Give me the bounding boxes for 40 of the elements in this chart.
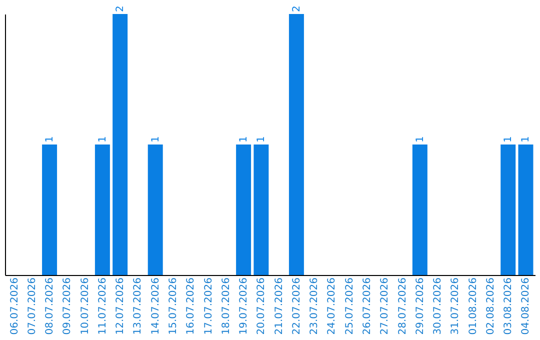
- x-tick-label: 22.07.2026: [291, 278, 302, 335]
- x-tick-label: 07.07.2026: [26, 278, 38, 335]
- x-tick-label: 26.07.2026: [362, 278, 374, 335]
- x-tick-label: 13.07.2026: [132, 278, 144, 335]
- x-tick-label: 17.07.2026: [203, 278, 214, 335]
- x-tick-label: 03.08.2026: [503, 278, 514, 335]
- x-tick-label: 31.07.2026: [450, 278, 462, 335]
- x-tick-label: 25.07.2026: [344, 278, 356, 335]
- x-tick-label: 18.07.2026: [220, 278, 232, 335]
- x-tick-label: 14.07.2026: [150, 278, 162, 335]
- x-tick-label: 10.07.2026: [80, 278, 91, 335]
- data-label: 1: [520, 136, 532, 142]
- x-tick-label: 23.07.2026: [309, 278, 320, 335]
- x-tick-label: 28.07.2026: [397, 278, 408, 335]
- data-label: 2: [115, 6, 126, 12]
- x-tick-label: 02.08.2026: [485, 278, 496, 335]
- x-tick-label: 09.07.2026: [62, 278, 74, 335]
- x-tick-label: 27.07.2026: [380, 278, 391, 335]
- x-tick-label: 06.07.2026: [9, 278, 20, 335]
- x-tick-label: 20.07.2026: [256, 278, 268, 335]
- x-tick-label: 24.07.2026: [326, 278, 338, 335]
- data-label: 1: [503, 136, 514, 142]
- x-tick-label: 16.07.2026: [186, 278, 197, 335]
- data-label: 1: [97, 136, 108, 142]
- x-tick-label: 29.07.2026: [414, 278, 426, 335]
- data-label: 2: [291, 6, 302, 12]
- data-label: 1: [238, 136, 250, 142]
- x-tick-label: 30.07.2026: [432, 278, 444, 335]
- x-tick-label: 08.07.2026: [44, 278, 56, 335]
- x-tick-label: 21.07.2026: [274, 278, 285, 335]
- data-label: 1: [150, 136, 162, 142]
- x-tick-label: 19.07.2026: [238, 278, 250, 335]
- x-tick-label: 12.07.2026: [115, 278, 126, 335]
- data-label: 1: [414, 136, 426, 142]
- x-tick-label: 11.07.2026: [97, 278, 108, 335]
- x-tick-label: 01.08.2026: [468, 278, 479, 335]
- data-label: 1: [44, 136, 56, 142]
- x-tick-label: 04.08.2026: [520, 278, 532, 335]
- x-tick-label: 15.07.2026: [168, 278, 179, 335]
- data-label: 1: [256, 136, 268, 142]
